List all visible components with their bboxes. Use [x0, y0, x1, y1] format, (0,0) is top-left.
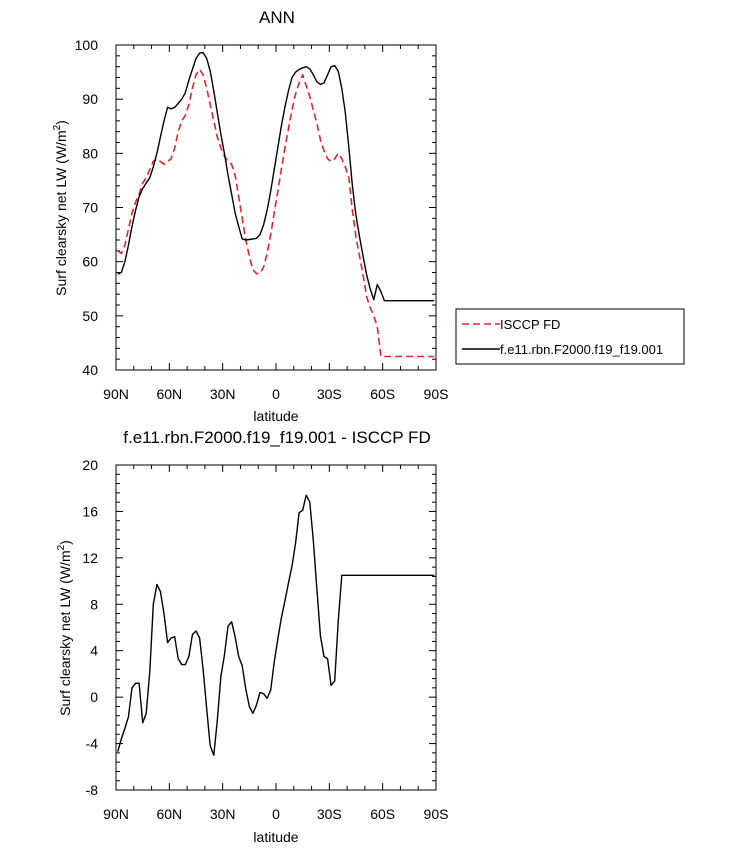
y-tick-label: 40: [82, 362, 98, 378]
y-tick-label: 90: [82, 91, 98, 107]
y-axis-title-close: ): [53, 120, 69, 125]
series-line-1: [117, 51, 435, 302]
y-axis-title: Surf clearsky net LW (W/m2): [52, 120, 69, 296]
series-layer: [117, 51, 435, 358]
y-tick-label: 20: [82, 457, 98, 473]
series-layer: [117, 494, 435, 756]
panel-title: f.e11.rbn.F2000.f19_f19.001 - ISCCP FD: [123, 428, 430, 447]
series-line-0: [117, 68, 435, 358]
tick-layer: 90N 60N 30N 0 30S 60S 90S -8 -4 0 4 8 12 16 20: [82, 457, 448, 822]
panel-title: ANN: [259, 8, 295, 27]
x-tick-label: 90S: [424, 806, 449, 822]
y-tick-label: 8: [90, 596, 98, 612]
y-tick-label: -8: [86, 782, 99, 798]
y-axis-title-sup: 2: [56, 544, 67, 550]
plot-frame: [115, 464, 437, 791]
y-axis-title-main: Surf clearsky net LW (W/m: [53, 130, 69, 295]
legend: ISCCP FD f.e11.rbn.F2000.f19_f19.001: [455, 308, 685, 365]
x-tick-label: 30S: [317, 806, 342, 822]
legend-box: [455, 308, 685, 365]
plot-frame: [115, 44, 437, 371]
panel-top: ANN 90N 60N 30N 0 30S 60S 90S 40 50 60 70 80 90 100 l…: [52, 8, 685, 424]
y-tick-label: 50: [82, 308, 98, 324]
y-tick-label: 80: [82, 145, 98, 161]
x-tick-label: 0: [272, 806, 280, 822]
x-tick-label: 90N: [103, 806, 129, 822]
x-tick-label: 60N: [156, 806, 182, 822]
y-tick-label: 0: [90, 689, 98, 705]
x-tick-label: 30N: [210, 386, 236, 402]
x-tick-label: 0: [272, 386, 280, 402]
y-tick-label: 100: [75, 37, 99, 53]
x-tick-label: 30S: [317, 386, 342, 402]
y-axis-title: Surf clearsky net LW (W/m2): [56, 540, 73, 716]
panel-bottom: f.e11.rbn.F2000.f19_f19.001 - ISCCP FD 9…: [56, 428, 448, 845]
legend-label-isccp: ISCCP FD: [500, 317, 560, 332]
y-tick-label: 16: [82, 503, 98, 519]
x-tick-label: 30N: [210, 806, 236, 822]
x-tick-label: 90N: [103, 386, 129, 402]
y-axis-title-close: ): [57, 540, 73, 545]
y-tick-label: 12: [82, 550, 98, 566]
y-tick-label: 70: [82, 200, 98, 216]
x-tick-label: 60S: [370, 386, 395, 402]
x-tick-label: 60N: [156, 386, 182, 402]
y-axis-title-main: Surf clearsky net LW (W/m: [57, 550, 73, 715]
y-tick-label: -4: [86, 736, 99, 752]
y-axis-title-sup: 2: [52, 124, 63, 130]
y-tick-label: 60: [82, 254, 98, 270]
y-tick-label: 4: [90, 643, 98, 659]
legend-label-model: f.e11.rbn.F2000.f19_f19.001: [500, 342, 663, 357]
series-line-0: [117, 494, 435, 756]
x-axis-title: latitude: [253, 829, 298, 845]
tick-layer: 90N 60N 30N 0 30S 60S 90S 40 50 60 70 80 90 100: [75, 37, 449, 402]
x-tick-label: 60S: [370, 806, 395, 822]
x-axis-title: latitude: [253, 408, 298, 424]
x-tick-label: 90S: [424, 386, 449, 402]
